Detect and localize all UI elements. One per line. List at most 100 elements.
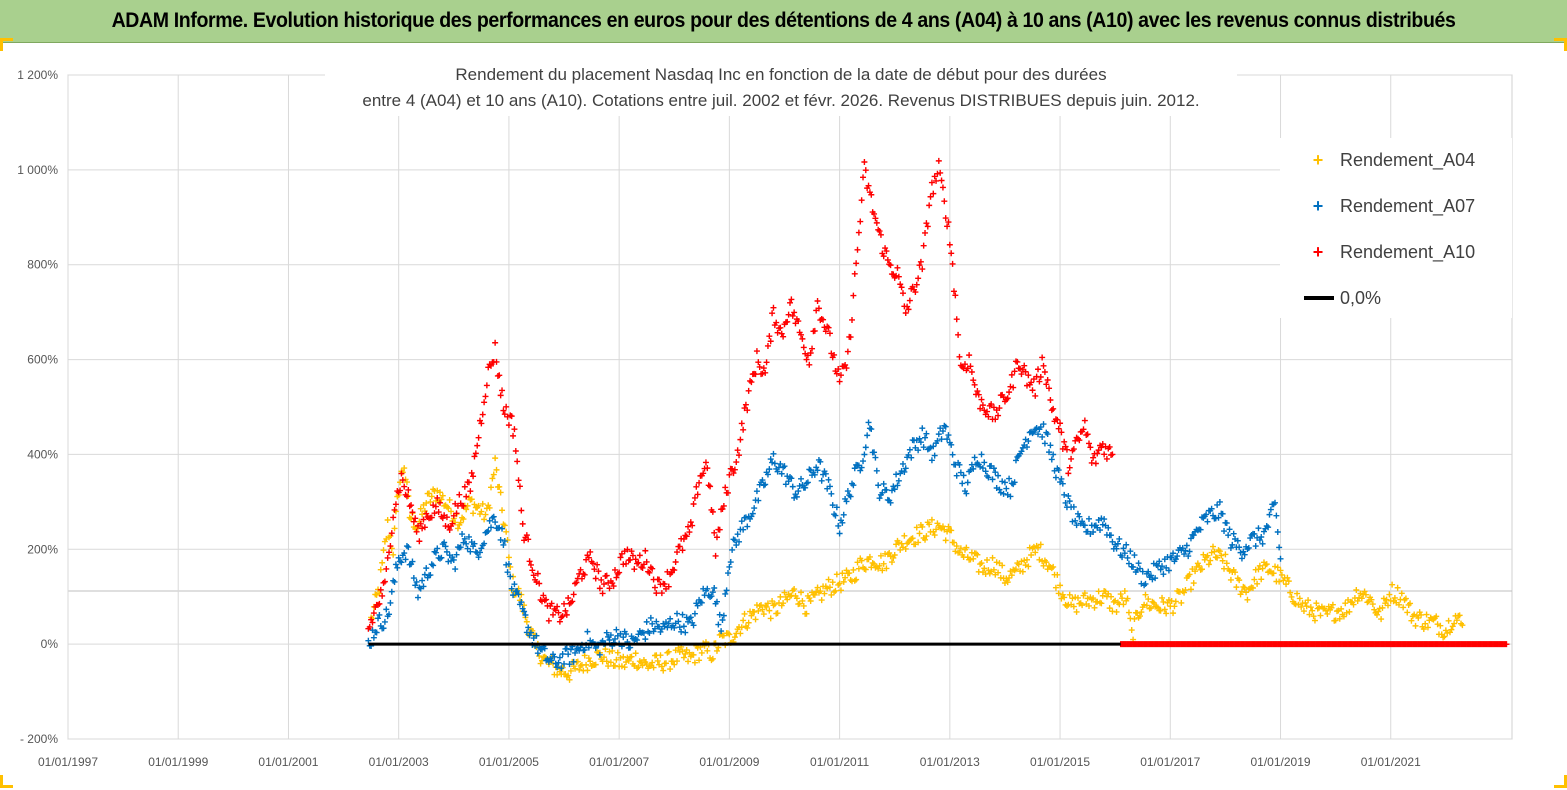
rendement-a04-point xyxy=(1121,588,1128,595)
rendement-a04-point xyxy=(916,530,923,537)
rendement-a10-point xyxy=(461,483,468,490)
rendement-a07-point xyxy=(887,499,894,506)
rendement-a10-point xyxy=(391,506,398,513)
rendement-a10-point xyxy=(713,534,720,541)
rendement-a07-point xyxy=(640,629,647,636)
rendement-a10-point xyxy=(884,257,891,264)
rendement-a10-point xyxy=(860,174,867,181)
rendement-a04-point xyxy=(1328,604,1335,611)
rendement-a04-point xyxy=(919,523,926,530)
rendement-a04-point xyxy=(603,658,610,665)
rendement-a07-point xyxy=(1190,532,1197,539)
rendement-a07-point xyxy=(675,618,682,625)
rendement-a07-point xyxy=(563,645,570,652)
rendement-a07-point xyxy=(481,540,488,547)
rendement-a07-point xyxy=(1012,457,1019,464)
rendement-a07-point xyxy=(1203,511,1210,518)
rendement-a10-point xyxy=(423,510,430,517)
rendement-a10-point xyxy=(995,412,1002,419)
rendement-a07-point xyxy=(1229,541,1236,548)
rendement-a10-point xyxy=(406,503,413,510)
rendement-a04-point xyxy=(1404,609,1411,616)
rendement-a04-point xyxy=(499,507,506,514)
rendement-a07-point xyxy=(467,548,474,555)
rendement-a10-point xyxy=(850,292,857,299)
rendement-a04-point xyxy=(698,649,705,656)
rendement-a04-point xyxy=(1037,541,1044,548)
rendement-a10-point xyxy=(497,392,504,399)
rendement-a10-point xyxy=(937,169,944,176)
rendement-a07-point xyxy=(1156,558,1163,565)
rendement-a04-point xyxy=(662,660,669,667)
rendement-a04-point xyxy=(948,527,955,534)
rendement-a10-point xyxy=(617,554,624,561)
rendement-a07-point xyxy=(708,593,715,600)
rendement-a10-point xyxy=(505,422,512,429)
rendement-a04-point xyxy=(1424,624,1431,631)
rendement-a07-point xyxy=(463,540,470,547)
rendement-a07-point xyxy=(607,632,614,639)
rendement-a10-point xyxy=(826,330,833,337)
rendement-a07-point xyxy=(1061,491,1068,498)
rendement-a07-point xyxy=(1159,563,1166,570)
rendement-a04-point xyxy=(587,658,594,665)
rendement-a07-point xyxy=(953,472,960,479)
rendement-a04-point xyxy=(1098,600,1105,607)
rendement-a07-point xyxy=(784,473,791,480)
rendement-a07-point xyxy=(858,464,865,471)
rendement-a04-point xyxy=(675,644,682,651)
rendement-a10-point xyxy=(653,590,660,597)
rendement-a07-point xyxy=(769,459,776,466)
rendement-a04-point xyxy=(1303,603,1310,610)
rendement-a07-point xyxy=(413,578,420,585)
rendement-a10-point xyxy=(631,566,638,573)
rendement-a07-point xyxy=(596,651,603,658)
rendement-a04-point xyxy=(995,569,1002,576)
rendement-a07-point xyxy=(935,431,942,438)
rendement-a10-point xyxy=(1023,382,1030,389)
rendement-a10-point xyxy=(550,611,557,618)
rendement-a07-point xyxy=(1090,529,1097,536)
rendement-a04-point xyxy=(1043,559,1050,566)
rendement-a07-point xyxy=(1142,580,1149,587)
rendement-a07-point xyxy=(427,572,434,579)
rendement-a07-point xyxy=(820,471,827,478)
rendement-a10-point xyxy=(734,447,741,454)
rendement-a07-point xyxy=(793,493,800,500)
rendement-a10-point xyxy=(639,564,646,571)
rendement-a07-point xyxy=(521,608,528,615)
rendement-a07-point xyxy=(715,621,722,628)
rendement-a04-point xyxy=(401,465,408,472)
rendement-a04-point xyxy=(618,663,625,670)
rendement-a04-point xyxy=(880,560,887,567)
rendement-a04-point xyxy=(759,606,766,613)
rendement-a10-point xyxy=(953,316,960,323)
rendement-a10-point xyxy=(777,324,784,331)
rendement-a04-point xyxy=(478,508,485,515)
rendement-a07-point xyxy=(1059,480,1066,487)
rendement-a07-point xyxy=(1197,526,1204,533)
rendement-a07-point xyxy=(762,481,769,488)
rendement-a04-point xyxy=(751,608,758,615)
rendement-a10-point xyxy=(877,231,884,238)
rendement-a10-point xyxy=(555,609,562,616)
rendement-a10-point xyxy=(898,284,905,291)
rendement-a04-point xyxy=(1407,600,1414,607)
rendement-a04-point xyxy=(824,585,831,592)
rendement-a10-point xyxy=(1041,368,1048,375)
rendement-a10-point xyxy=(521,537,528,544)
rendement-a04-point xyxy=(592,661,599,668)
legend-label-zero: 0,0% xyxy=(1340,287,1382,308)
y-tick-label: 1 200% xyxy=(17,68,58,82)
rendement-a10-point xyxy=(658,590,665,597)
rendement-a04-point xyxy=(576,666,583,673)
rendement-a10-point xyxy=(543,596,550,603)
rendement-a07-point xyxy=(441,539,448,546)
rendement-a04-point xyxy=(1159,594,1166,601)
rendement-a10-point xyxy=(1106,443,1113,450)
rendement-a10-point xyxy=(481,399,488,406)
rendement-a10-point xyxy=(488,362,495,369)
rendement-a10-point xyxy=(1076,437,1083,444)
rendement-a07-point xyxy=(978,451,985,458)
rendement-a07-point xyxy=(789,483,796,490)
